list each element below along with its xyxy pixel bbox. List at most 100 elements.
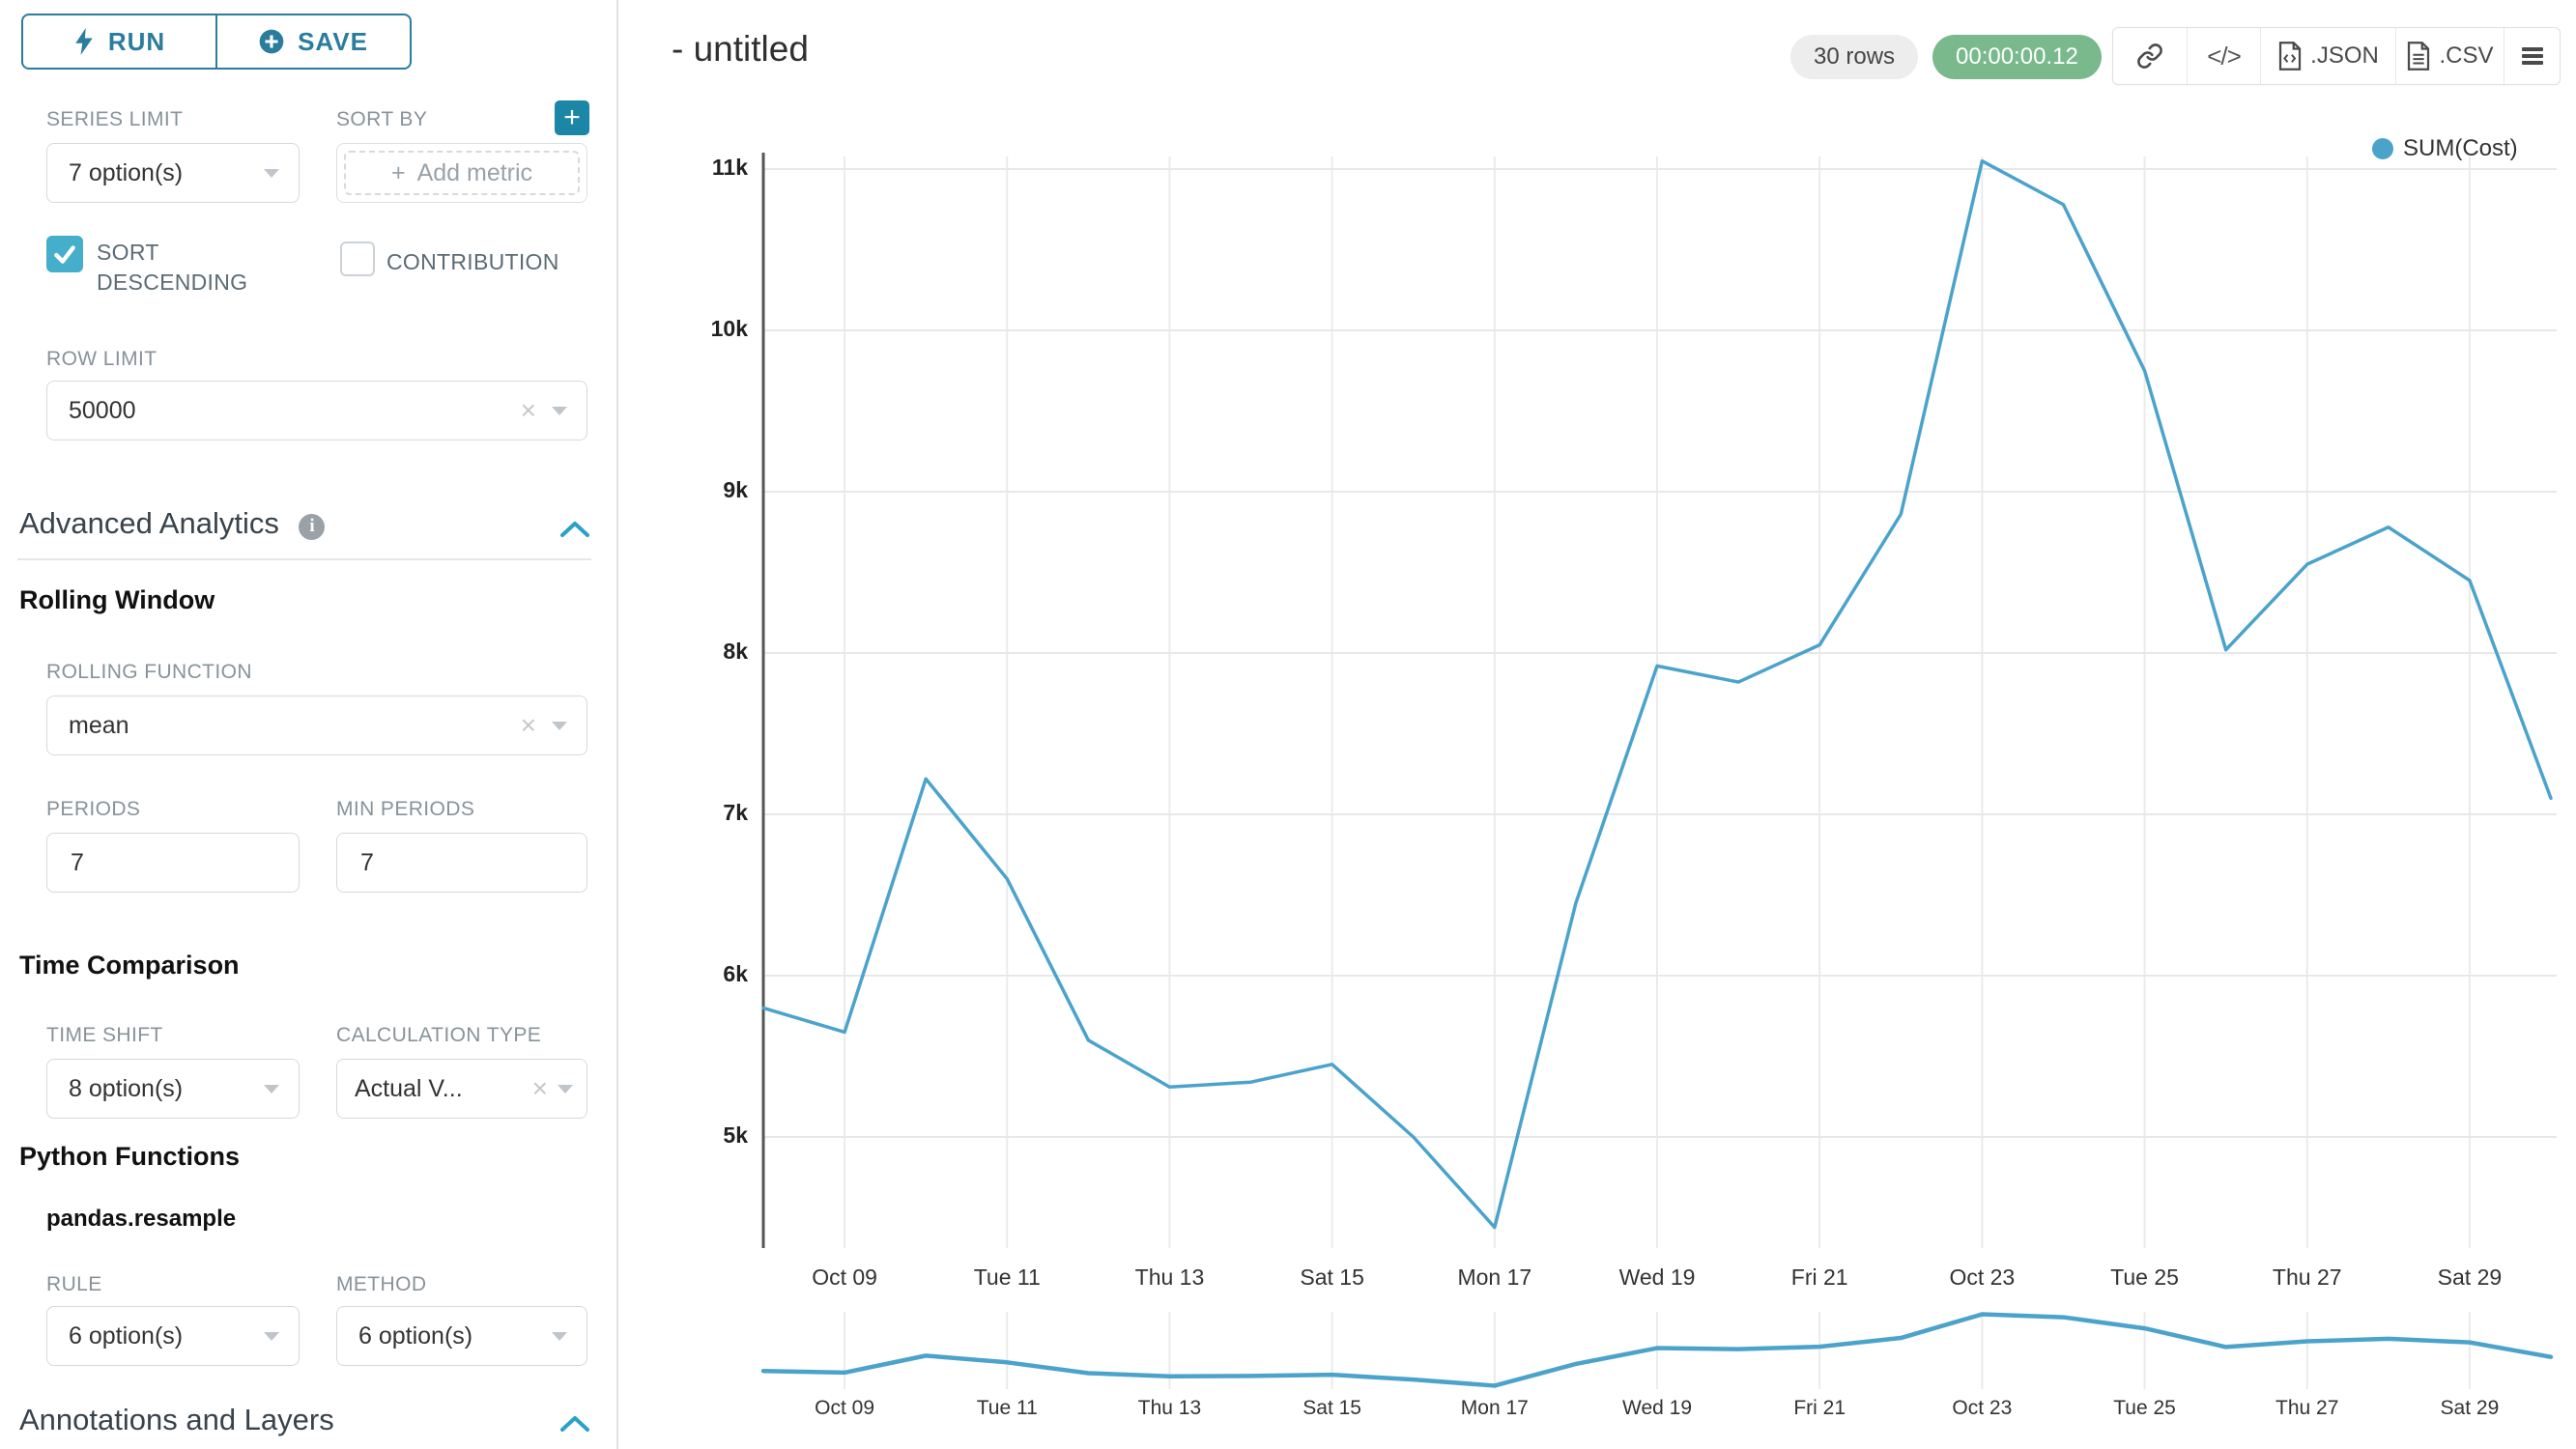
series-limit-label: SERIES LIMIT	[46, 108, 184, 130]
rolling-function-label: ROLLING FUNCTION	[46, 661, 252, 683]
min-periods-value: 7	[360, 848, 374, 876]
link-icon	[2137, 43, 2162, 69]
row-limit-value: 50000	[69, 396, 136, 424]
advanced-analytics-header[interactable]: Advanced Analytics i	[19, 506, 326, 542]
run-button-label: RUN	[107, 26, 166, 56]
time-shift-value: 8 option(s)	[69, 1074, 184, 1102]
clear-icon[interactable]: ×	[531, 1073, 548, 1103]
calculation-type-select[interactable]: Actual V... ×	[336, 1059, 587, 1119]
svg-text:Thu 27: Thu 27	[2275, 1397, 2338, 1419]
section-divider	[17, 558, 591, 560]
calculation-type-label: CALCULATION TYPE	[336, 1024, 542, 1046]
chart-legend[interactable]: SUM(Cost)	[2372, 135, 2518, 162]
caret-down-icon	[264, 168, 279, 178]
periods-value: 7	[71, 848, 84, 876]
legend-dot-icon	[2372, 138, 2393, 159]
svg-text:Thu 27: Thu 27	[2273, 1264, 2342, 1290]
row-limit-label: ROW LIMIT	[46, 348, 157, 370]
caret-down-icon	[552, 1331, 567, 1341]
row-count-badge: 30 rows	[1790, 35, 1919, 79]
check-icon	[54, 245, 75, 264]
row-limit-select[interactable]: 50000 ×	[46, 381, 587, 440]
run-button[interactable]: RUN	[23, 15, 217, 68]
lightning-icon	[75, 28, 93, 55]
file-code-icon	[2279, 42, 2302, 71]
annotations-layers-title: Annotations and Layers	[19, 1403, 334, 1436]
min-periods-label: MIN PERIODS	[336, 798, 475, 820]
caret-down-icon	[264, 1084, 279, 1094]
collapse-chevron-up-icon[interactable]	[558, 518, 591, 541]
clear-icon[interactable]: ×	[520, 395, 536, 425]
plus-circle-icon	[259, 29, 284, 54]
rule-label: RULE	[46, 1273, 102, 1295]
export-json-button[interactable]: .JSON	[2260, 28, 2395, 84]
csv-button-label: .CSV	[2439, 43, 2494, 69]
svg-text:Fri 21: Fri 21	[1793, 1397, 1846, 1419]
rolling-function-select[interactable]: mean ×	[46, 696, 587, 755]
rule-select[interactable]: 6 option(s)	[46, 1306, 300, 1366]
periods-input[interactable]: 7	[46, 833, 300, 893]
save-button[interactable]: SAVE	[217, 15, 410, 68]
export-toolbar: </> .JSON .CSV	[2112, 27, 2561, 85]
method-select[interactable]: 6 option(s)	[336, 1306, 587, 1366]
svg-text:Tue 11: Tue 11	[974, 1264, 1041, 1290]
svg-text:Thu 13: Thu 13	[1135, 1264, 1205, 1290]
contribution-checkbox[interactable]	[340, 242, 375, 276]
svg-text:Thu 13: Thu 13	[1138, 1397, 1201, 1419]
svg-text:Oct 23: Oct 23	[1952, 1397, 2012, 1419]
annotations-layers-header[interactable]: Annotations and Layers	[19, 1403, 334, 1437]
add-metric-button[interactable]: + Add metric	[344, 151, 580, 195]
sort-descending-checkbox[interactable]	[46, 236, 83, 272]
file-text-icon	[2408, 42, 2430, 71]
svg-text:Sat 29: Sat 29	[2441, 1397, 2500, 1419]
time-shift-select[interactable]: 8 option(s)	[46, 1059, 300, 1119]
svg-text:Sat 29: Sat 29	[2438, 1264, 2503, 1290]
caret-down-icon	[264, 1331, 279, 1341]
svg-text:Mon 17: Mon 17	[1457, 1264, 1531, 1290]
svg-text:10k: 10k	[711, 316, 749, 341]
control-panel: RUN SAVE SERIES LIMIT SORT BY + 7 option…	[0, 0, 618, 1449]
chart-title[interactable]: - untitled	[672, 29, 809, 69]
caret-down-icon	[558, 1084, 573, 1094]
sort-by-label: SORT BY	[336, 108, 428, 130]
caret-down-icon	[552, 721, 567, 730]
save-button-label: SAVE	[298, 26, 368, 56]
run-save-button-group: RUN SAVE	[21, 14, 412, 70]
export-csv-button[interactable]: .CSV	[2395, 28, 2504, 84]
query-timer-badge: 00:00:00.12	[1932, 35, 2102, 79]
copy-link-button[interactable]	[2113, 28, 2187, 84]
contribution-label: CONTRIBUTION	[386, 249, 559, 274]
svg-text:Tue 11: Tue 11	[977, 1397, 1038, 1419]
method-value: 6 option(s)	[358, 1321, 473, 1350]
collapse-chevron-up-icon[interactable]	[558, 1412, 591, 1435]
view-query-button[interactable]: </>	[2187, 28, 2260, 84]
rule-value: 6 option(s)	[69, 1321, 184, 1350]
min-periods-input[interactable]: 7	[336, 833, 587, 893]
timeseries-line-chart[interactable]: 5k 6k 7k 8k 9k 10k 11k Oct 09 Tue 11 Thu 13 Sat 15…	[618, 0, 2576, 1449]
svg-text:Wed 19: Wed 19	[1622, 1397, 1692, 1419]
svg-text:9k: 9k	[723, 477, 748, 502]
svg-text:Oct 23: Oct 23	[1949, 1264, 2015, 1290]
hamburger-menu-icon	[2521, 47, 2543, 65]
svg-text:11k: 11k	[712, 155, 748, 180]
calculation-type-value: Actual V...	[355, 1074, 463, 1102]
json-button-label: .JSON	[2310, 43, 2379, 69]
time-shift-label: TIME SHIFT	[46, 1024, 163, 1046]
plus-icon: +	[390, 158, 406, 186]
code-icon: </>	[2207, 41, 2242, 71]
svg-text:Oct 09: Oct 09	[815, 1397, 874, 1419]
svg-text:6k: 6k	[723, 961, 748, 986]
add-sort-metric-button[interactable]: +	[555, 100, 589, 135]
svg-text:Wed 19: Wed 19	[1619, 1264, 1696, 1290]
series-limit-select[interactable]: 7 option(s)	[46, 143, 300, 203]
series-limit-value: 7 option(s)	[69, 158, 184, 186]
info-icon[interactable]: i	[299, 513, 326, 540]
svg-text:Tue 25: Tue 25	[2110, 1264, 2179, 1290]
add-metric-label: Add metric	[416, 158, 533, 186]
svg-text:7k: 7k	[723, 800, 748, 825]
clear-icon[interactable]: ×	[520, 710, 536, 740]
svg-text:Sat 15: Sat 15	[1302, 1397, 1361, 1419]
python-functions-title: Python Functions	[19, 1142, 240, 1171]
chart-menu-button[interactable]	[2504, 28, 2560, 84]
